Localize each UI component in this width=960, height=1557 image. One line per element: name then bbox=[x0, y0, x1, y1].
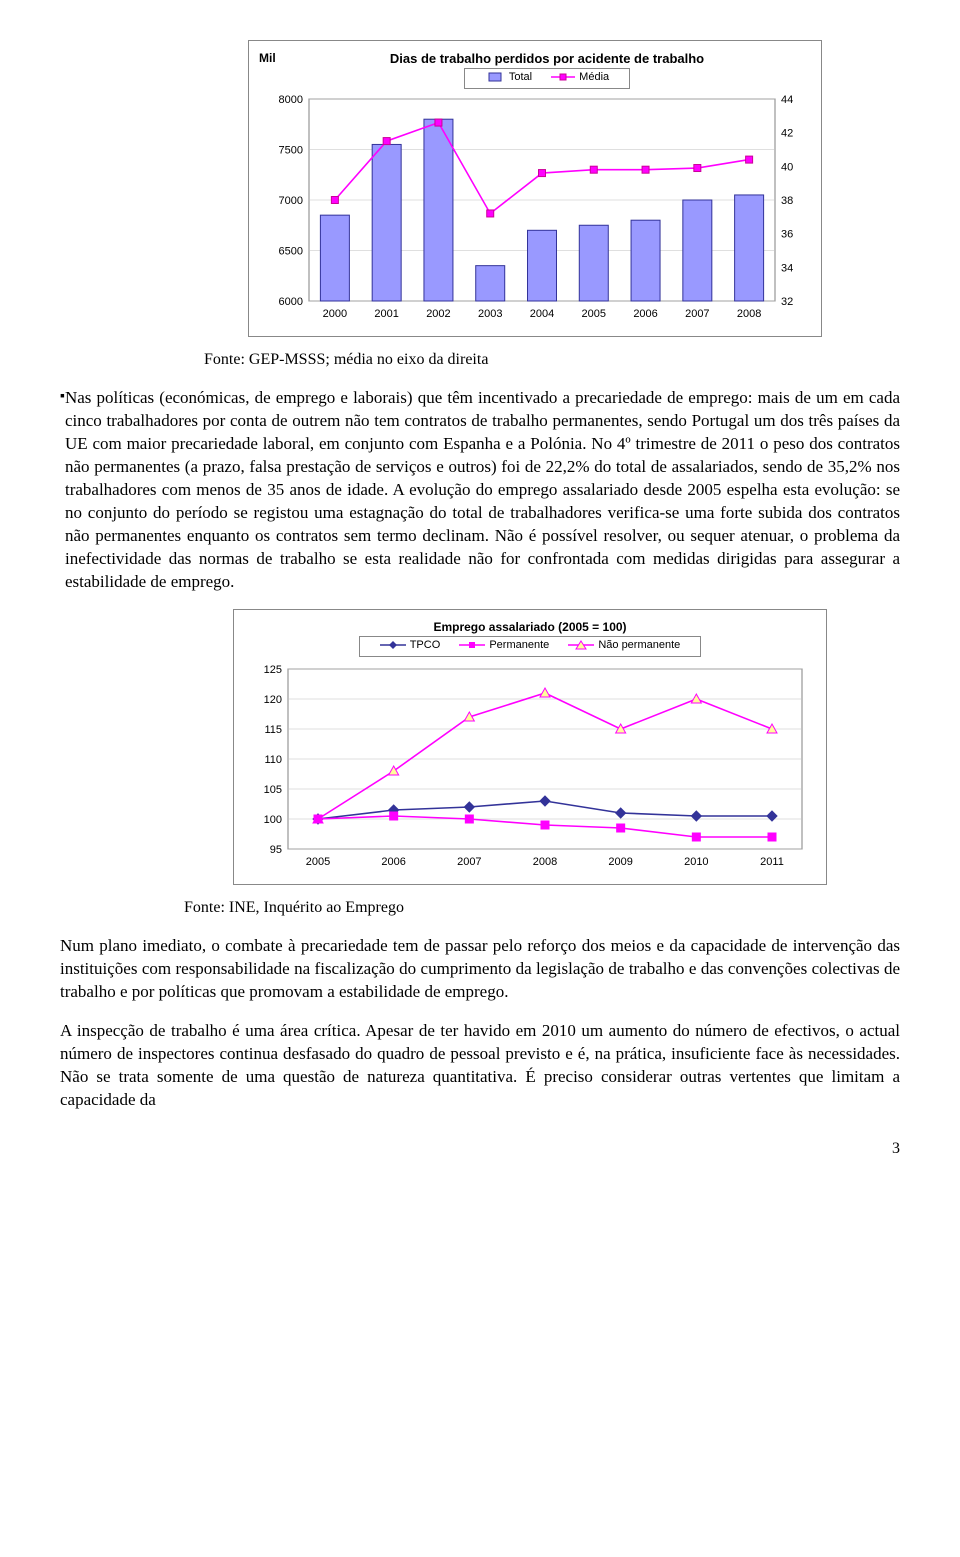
svg-text:2000: 2000 bbox=[323, 308, 347, 320]
chart1-container: Mil Dias de trabalho perdidos por aciden… bbox=[248, 40, 822, 337]
chart1-title: Dias de trabalho perdidos por acidente d… bbox=[299, 51, 795, 66]
svg-text:110: 110 bbox=[264, 754, 282, 766]
svg-text:36: 36 bbox=[781, 229, 793, 241]
chart2-plot: 95 100 105 110 115 120 125 2005 2006 2007 2008 2009… bbox=[240, 663, 820, 873]
svg-text:2010: 2010 bbox=[684, 856, 708, 868]
svg-text:32: 32 bbox=[781, 296, 793, 308]
chart2-title: Emprego assalariado (2005 = 100) bbox=[240, 620, 820, 634]
svg-text:2006: 2006 bbox=[633, 308, 657, 320]
svg-text:2007: 2007 bbox=[685, 308, 709, 320]
chart1-plot: 6000 6500 7000 7500 8000 32 34 36 38 40 42 44 2000 20… bbox=[255, 95, 815, 325]
chart2-legend-s3: Não permanente bbox=[598, 639, 680, 651]
legend-s3-icon bbox=[568, 640, 594, 650]
chart1-ylabel: Mil bbox=[255, 47, 299, 95]
svg-text:44: 44 bbox=[781, 95, 793, 106]
page-number: 3 bbox=[60, 1140, 900, 1158]
svg-text:95: 95 bbox=[270, 844, 282, 856]
legend-s2-icon bbox=[459, 640, 485, 650]
svg-text:6000: 6000 bbox=[279, 296, 303, 308]
svg-text:2006: 2006 bbox=[381, 856, 405, 868]
chart2-caption: Fonte: INE, Inquérito ao Emprego bbox=[184, 899, 900, 917]
legend-s1-icon bbox=[380, 640, 406, 650]
svg-text:42: 42 bbox=[781, 128, 793, 140]
svg-text:2008: 2008 bbox=[533, 856, 557, 868]
svg-text:38: 38 bbox=[781, 195, 793, 207]
svg-text:2004: 2004 bbox=[530, 308, 554, 320]
svg-text:2005: 2005 bbox=[582, 308, 606, 320]
svg-text:105: 105 bbox=[264, 784, 282, 796]
svg-text:7500: 7500 bbox=[279, 145, 303, 157]
legend-line-icon bbox=[551, 72, 575, 82]
svg-text:115: 115 bbox=[264, 724, 282, 736]
svg-text:2009: 2009 bbox=[608, 856, 632, 868]
chart2-legend: TPCO Permanente Não permanente bbox=[240, 636, 820, 657]
svg-text:120: 120 bbox=[264, 694, 282, 706]
chart1-legend: Total Média bbox=[299, 68, 795, 89]
svg-text:2005: 2005 bbox=[306, 856, 330, 868]
svg-text:7000: 7000 bbox=[279, 195, 303, 207]
chart2-container: Emprego assalariado (2005 = 100) TPCO Pe… bbox=[233, 609, 827, 885]
chart2-legend-s1: TPCO bbox=[410, 639, 441, 651]
paragraph-3: A inspecção de trabalho é uma área críti… bbox=[60, 1020, 900, 1112]
svg-text:34: 34 bbox=[781, 262, 793, 274]
paragraph-1: Nas políticas (económicas, de emprego e … bbox=[65, 387, 900, 593]
svg-text:100: 100 bbox=[264, 814, 282, 826]
svg-text:2011: 2011 bbox=[760, 856, 784, 868]
chart1-legend-a: Total bbox=[509, 71, 532, 83]
svg-text:40: 40 bbox=[781, 161, 793, 173]
svg-text:2003: 2003 bbox=[478, 308, 502, 320]
paragraph-2: Num plano imediato, o combate à precarie… bbox=[60, 935, 900, 1004]
chart2-legend-s2: Permanente bbox=[489, 639, 549, 651]
chart1-caption: Fonte: GEP-MSSS; média no eixo da direit… bbox=[204, 351, 900, 369]
chart1-legend-b: Média bbox=[579, 71, 609, 83]
svg-text:2001: 2001 bbox=[374, 308, 398, 320]
svg-text:2007: 2007 bbox=[457, 856, 481, 868]
legend-bar-icon bbox=[485, 72, 505, 82]
svg-text:2008: 2008 bbox=[737, 308, 761, 320]
svg-text:6500: 6500 bbox=[279, 246, 303, 258]
svg-text:8000: 8000 bbox=[279, 95, 303, 106]
svg-text:125: 125 bbox=[264, 664, 282, 676]
svg-text:2002: 2002 bbox=[426, 308, 450, 320]
